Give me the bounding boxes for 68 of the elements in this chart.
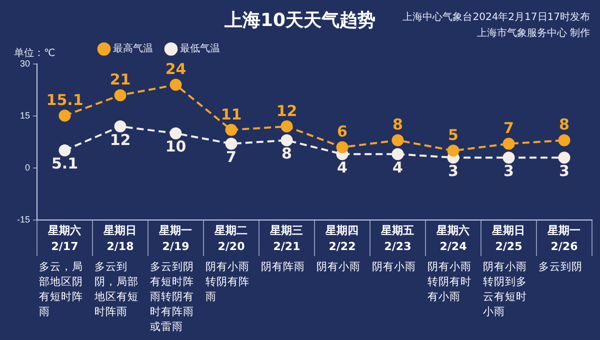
text: 上海市气象服务中心 制作 xyxy=(476,26,590,41)
x-tick-label: 星期四 2/22 xyxy=(324,223,360,255)
data-label: 8 xyxy=(392,116,403,134)
text: 阴有小雨 xyxy=(316,260,362,275)
x-tick-label: 星期日 2/18 xyxy=(102,223,138,255)
x-tick-label: 星期三 2/21 xyxy=(269,223,304,255)
point xyxy=(170,127,182,140)
point xyxy=(447,144,460,157)
point xyxy=(392,148,404,160)
text: 多云，局部地区阴有短时阵雨 xyxy=(38,260,84,320)
x-tick-label: 星期五 2/23 xyxy=(380,223,416,255)
chart-title: 上海10天天气趋势 xyxy=(224,10,376,31)
data-label: 5 xyxy=(448,126,458,144)
data-label: 3 xyxy=(504,162,514,180)
data-label: 4 xyxy=(392,158,403,177)
legend-label: 最低气温 xyxy=(180,42,220,55)
point xyxy=(225,124,238,136)
point xyxy=(170,78,182,91)
legend-label: 最高气温 xyxy=(113,42,153,55)
data-label: 15.1 xyxy=(46,91,84,110)
data-label: 21 xyxy=(110,70,131,89)
text: 多云到阴有短时阵雨转阴有时有阵雨或雷雨 xyxy=(149,260,195,335)
text: 阴有小雨转阴有时有小雨 xyxy=(426,260,472,305)
data-label: 12 xyxy=(276,102,298,120)
point xyxy=(58,110,71,122)
y-axis-title: 单位：℃ xyxy=(14,46,56,60)
data-label: 7 xyxy=(226,148,236,166)
point xyxy=(58,144,71,156)
data-label: 8 xyxy=(282,144,292,163)
data-label: 11 xyxy=(220,105,242,124)
point xyxy=(392,134,404,146)
point xyxy=(558,134,570,146)
y-tick-label: -15 xyxy=(16,214,30,224)
text: 阴有小雨转阴有阵雨 xyxy=(204,260,250,305)
point xyxy=(558,152,570,164)
data-label: 4 xyxy=(337,158,348,177)
point xyxy=(502,138,515,150)
text: 上海中心气象台2024年2月17日17时发布 xyxy=(402,10,590,25)
text: 多云到阴，局部地区有短时阵雨 xyxy=(94,260,140,320)
point xyxy=(280,120,293,132)
data-label: 12 xyxy=(110,130,131,149)
text: 多云到阴 xyxy=(538,260,584,275)
text: 阴有阵雨 xyxy=(260,260,306,275)
data-label: 7 xyxy=(504,119,514,138)
point xyxy=(225,138,238,150)
x-tick-label: 星期日 2/25 xyxy=(491,223,526,255)
x-tick-label: 星期一 2/26 xyxy=(546,223,582,255)
data-label: 8 xyxy=(559,116,570,134)
point xyxy=(502,152,515,164)
text: 阴有小雨 xyxy=(371,260,417,275)
data-label: 6 xyxy=(337,122,348,141)
x-tick-label: 星期二 2/20 xyxy=(214,223,249,255)
x-tick-label: 星期六 2/17 xyxy=(47,223,82,255)
data-label: 5.1 xyxy=(51,154,78,173)
data-label: 10 xyxy=(165,138,186,156)
text: 阴有小雨转阴到多云有短时小雨 xyxy=(482,260,528,320)
x-tick-label: 星期一 2/19 xyxy=(158,223,194,255)
y-tick-label: 15 xyxy=(20,110,30,120)
point xyxy=(280,134,293,146)
y-tick-label: 0 xyxy=(24,162,30,172)
y-tick-label: 30 xyxy=(20,58,30,68)
data-label: 3 xyxy=(559,162,570,180)
data-label: 3 xyxy=(448,162,458,180)
data-label: 24 xyxy=(165,60,186,78)
point xyxy=(114,120,126,132)
point xyxy=(336,141,348,154)
point xyxy=(114,89,126,102)
x-tick-label: 星期六 2/24 xyxy=(436,223,471,255)
